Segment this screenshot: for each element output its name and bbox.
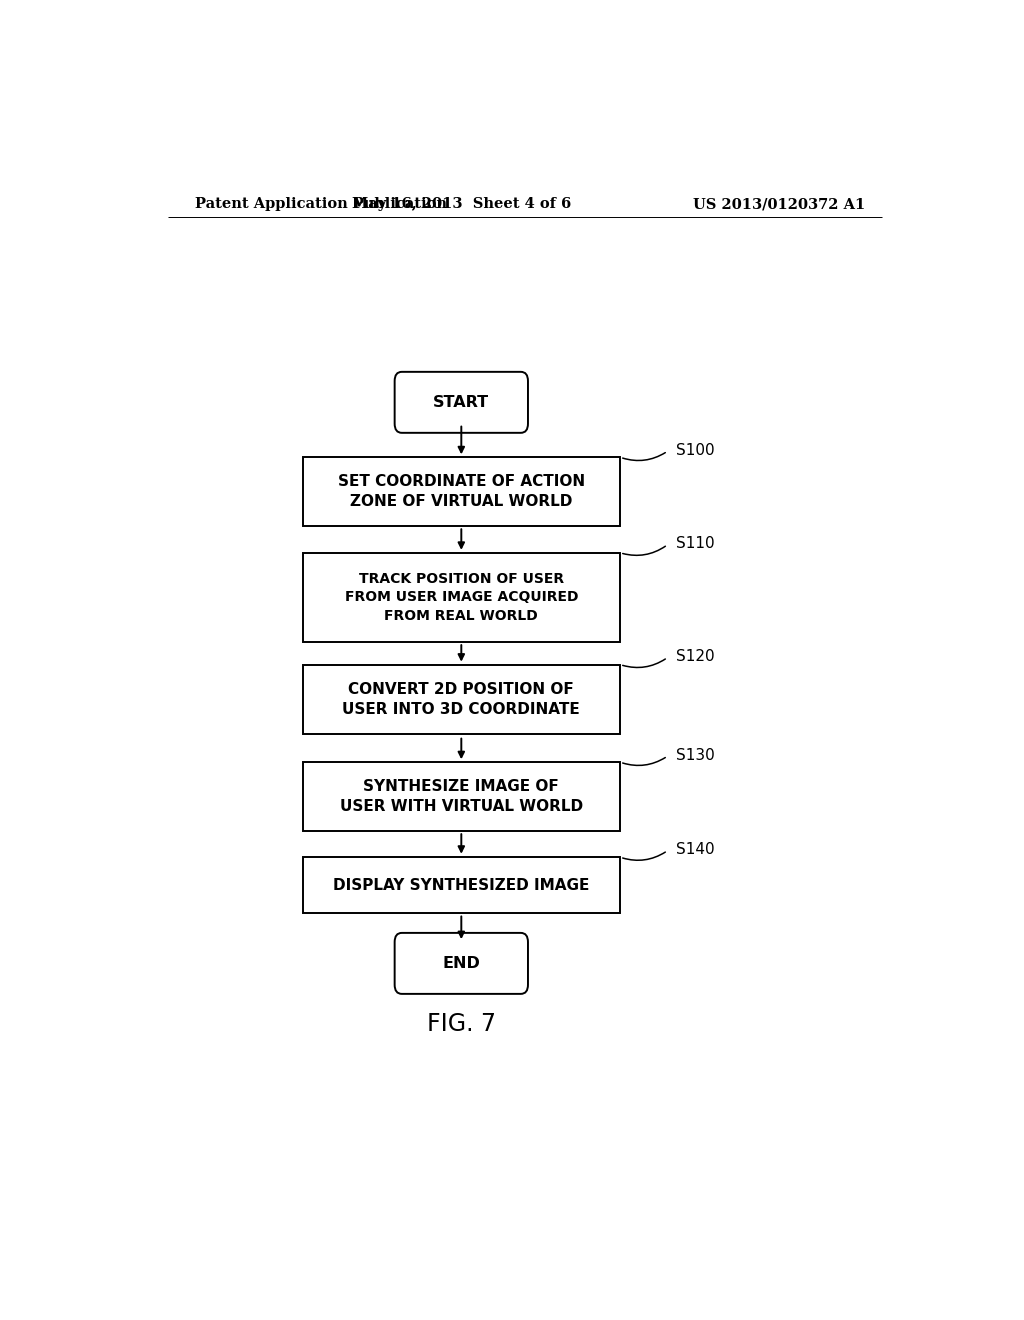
FancyBboxPatch shape [303, 857, 620, 913]
Text: S140: S140 [676, 842, 714, 857]
FancyBboxPatch shape [303, 664, 620, 734]
Text: S120: S120 [676, 649, 714, 664]
Text: SET COORDINATE OF ACTION
ZONE OF VIRTUAL WORLD: SET COORDINATE OF ACTION ZONE OF VIRTUAL… [338, 474, 585, 510]
Text: FIG. 7: FIG. 7 [427, 1012, 496, 1036]
Text: CONVERT 2D POSITION OF
USER INTO 3D COORDINATE: CONVERT 2D POSITION OF USER INTO 3D COOR… [342, 681, 581, 717]
Text: US 2013/0120372 A1: US 2013/0120372 A1 [692, 197, 865, 211]
Text: TRACK POSITION OF USER
FROM USER IMAGE ACQUIRED
FROM REAL WORLD: TRACK POSITION OF USER FROM USER IMAGE A… [344, 572, 579, 623]
FancyBboxPatch shape [303, 762, 620, 832]
Text: END: END [442, 956, 480, 972]
Text: S100: S100 [676, 442, 714, 458]
Text: DISPLAY SYNTHESIZED IMAGE: DISPLAY SYNTHESIZED IMAGE [333, 878, 590, 892]
Text: SYNTHESIZE IMAGE OF
USER WITH VIRTUAL WORLD: SYNTHESIZE IMAGE OF USER WITH VIRTUAL WO… [340, 779, 583, 814]
Text: START: START [433, 395, 489, 409]
FancyBboxPatch shape [394, 933, 528, 994]
FancyBboxPatch shape [303, 457, 620, 527]
FancyBboxPatch shape [394, 372, 528, 433]
Text: S130: S130 [676, 747, 715, 763]
Text: May 16, 2013  Sheet 4 of 6: May 16, 2013 Sheet 4 of 6 [351, 197, 571, 211]
Text: S110: S110 [676, 536, 714, 552]
FancyBboxPatch shape [303, 553, 620, 643]
Text: Patent Application Publication: Patent Application Publication [196, 197, 447, 211]
